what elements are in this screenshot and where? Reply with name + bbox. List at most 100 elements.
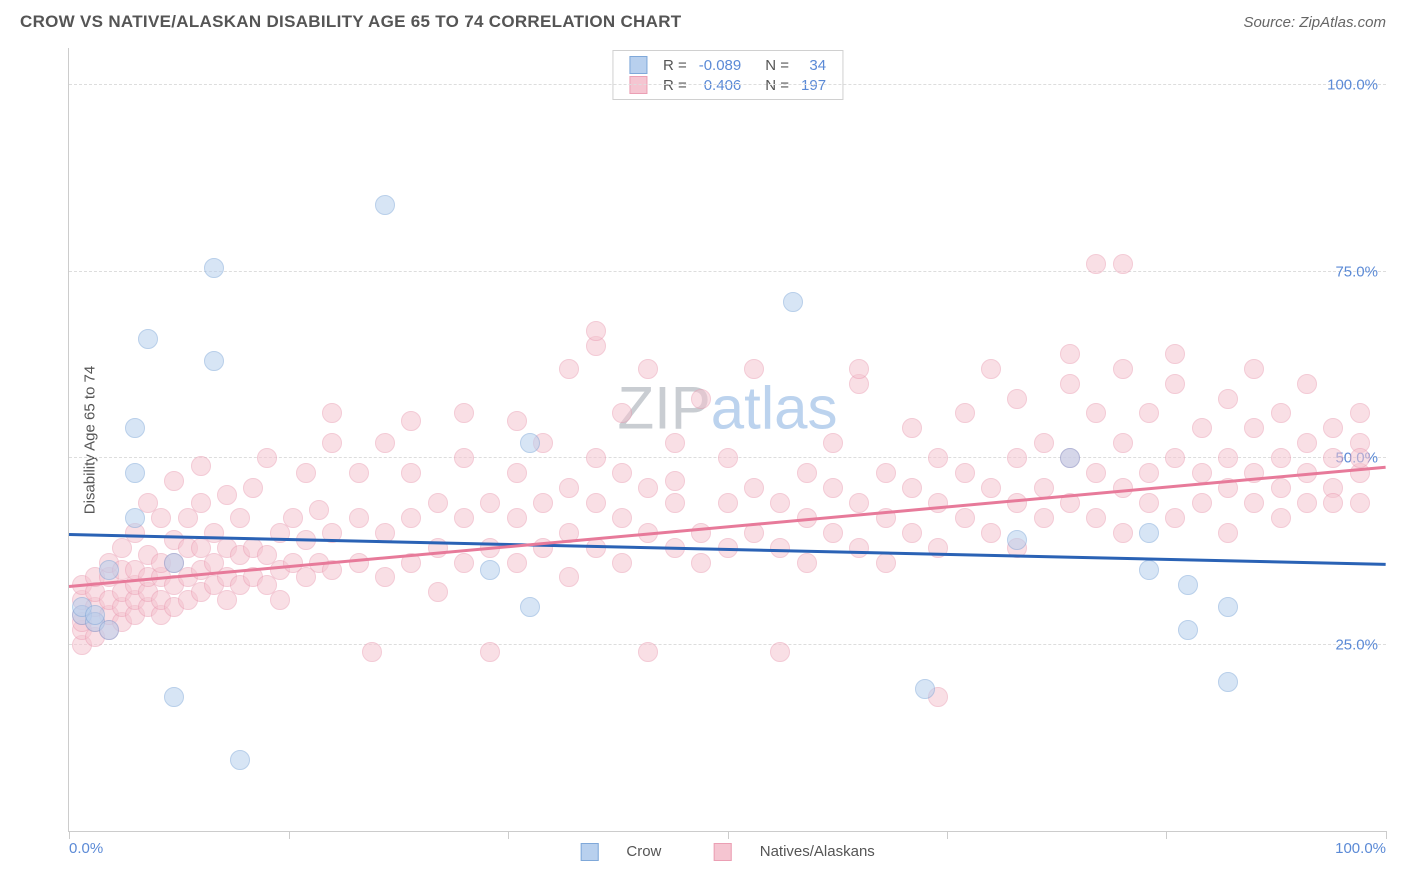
data-point-crow [915,679,935,699]
data-point-natives [823,523,843,543]
data-point-crow [783,292,803,312]
x-tick [1386,831,1387,839]
data-point-natives [1244,418,1264,438]
data-point-natives [1086,508,1106,528]
data-point-natives [191,456,211,476]
data-point-natives [296,463,316,483]
data-point-natives [454,403,474,423]
data-point-natives [507,508,527,528]
y-tick-label: 100.0% [1327,77,1378,94]
data-point-natives [1297,374,1317,394]
data-point-crow [1139,560,1159,580]
data-point-natives [559,359,579,379]
x-tick [508,831,509,839]
data-point-natives [1086,254,1106,274]
watermark-zip: ZIP [617,375,710,442]
data-point-natives [1350,493,1370,513]
data-point-natives [1165,508,1185,528]
x-tick [1166,831,1167,839]
data-point-natives [349,463,369,483]
watermark-atlas: atlas [711,375,838,442]
data-point-natives [401,463,421,483]
data-point-natives [981,478,1001,498]
data-point-natives [638,478,658,498]
legend-stats-box: R = -0.089 N = 34 R = 0.406 N = 197 [612,50,843,100]
data-point-natives [1297,433,1317,453]
data-point-natives [349,508,369,528]
data-point-natives [744,359,764,379]
data-point-natives [283,508,303,528]
data-point-natives [770,493,790,513]
data-point-natives [1060,374,1080,394]
data-point-natives [876,553,896,573]
data-point-natives [322,403,342,423]
plot-region: ZIPatlas R = -0.089 N = 34 R = 0.406 N = [68,48,1386,832]
data-point-crow [138,329,158,349]
data-point-crow [520,597,540,617]
data-point-natives [349,553,369,573]
data-point-natives [1113,433,1133,453]
data-point-natives [665,433,685,453]
data-point-natives [797,463,817,483]
gridline [69,84,1386,85]
data-point-natives [1139,403,1159,423]
y-tick-label: 25.0% [1335,636,1378,653]
data-point-natives [270,590,290,610]
data-point-natives [1271,448,1291,468]
data-point-natives [902,478,922,498]
data-point-natives [1271,403,1291,423]
data-point-crow [1060,448,1080,468]
legend-crow-label: Crow [626,843,661,860]
data-point-natives [507,411,527,431]
data-point-crow [99,560,119,580]
data-point-natives [1007,493,1027,513]
data-point-crow [1178,620,1198,640]
data-point-natives [665,493,685,513]
data-point-natives [362,642,382,662]
data-point-natives [1060,344,1080,364]
legend-row-crow: R = -0.089 N = 34 [623,55,832,75]
watermark: ZIPatlas [617,374,837,443]
data-point-natives [533,493,553,513]
n-label: N = [759,55,795,75]
data-point-crow [1139,523,1159,543]
crow-r-value: -0.089 [693,55,748,75]
data-point-crow [1178,575,1198,595]
data-point-natives [770,642,790,662]
data-point-natives [902,523,922,543]
data-point-natives [691,389,711,409]
data-point-natives [1323,448,1343,468]
data-point-natives [401,411,421,431]
data-point-natives [586,321,606,341]
data-point-natives [454,553,474,573]
data-point-natives [744,478,764,498]
data-point-natives [428,493,448,513]
data-point-natives [1244,493,1264,513]
data-point-crow [375,195,395,215]
data-point-crow [99,620,119,640]
data-point-natives [1218,523,1238,543]
data-point-natives [401,508,421,528]
data-point-natives [507,463,527,483]
data-point-natives [1165,448,1185,468]
data-point-crow [520,433,540,453]
data-point-natives [164,471,184,491]
data-point-natives [1139,493,1159,513]
data-point-crow [125,508,145,528]
x-axis-min-label: 0.0% [69,840,103,857]
data-point-natives [849,359,869,379]
data-point-natives [638,642,658,662]
x-tick [289,831,290,839]
data-point-natives [151,508,171,528]
data-point-natives [480,642,500,662]
data-point-natives [586,448,606,468]
data-point-natives [375,567,395,587]
data-point-crow [1007,530,1027,550]
data-point-natives [1350,403,1370,423]
data-point-natives [1034,508,1054,528]
x-tick [947,831,948,839]
data-point-natives [230,508,250,528]
data-point-natives [1271,478,1291,498]
data-point-natives [507,553,527,573]
data-point-natives [849,493,869,513]
